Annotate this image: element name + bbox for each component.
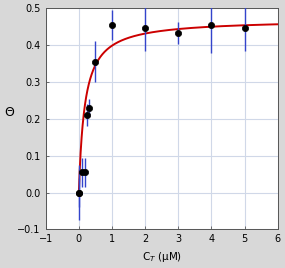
Y-axis label: Θ: Θ [4,106,14,119]
X-axis label: C$_T$ (μM): C$_T$ (μM) [142,250,182,264]
